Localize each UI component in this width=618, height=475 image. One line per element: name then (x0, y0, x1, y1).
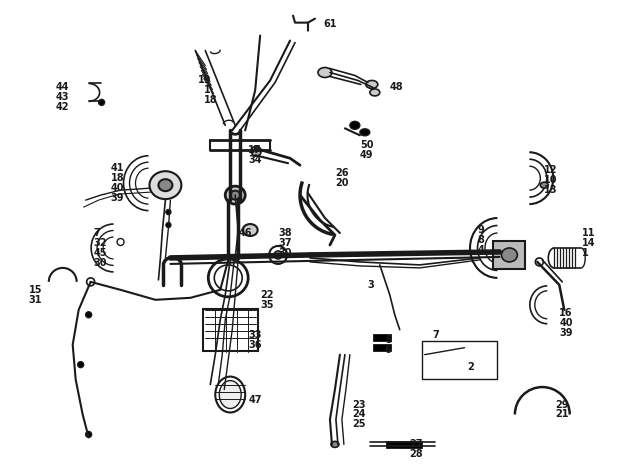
Ellipse shape (370, 89, 380, 96)
Ellipse shape (274, 251, 282, 259)
Text: 22: 22 (260, 290, 274, 300)
Bar (373, 334, 391, 341)
Ellipse shape (231, 190, 240, 200)
Text: 38: 38 (278, 228, 292, 238)
Ellipse shape (243, 224, 258, 236)
Ellipse shape (360, 129, 370, 136)
Text: 10: 10 (544, 175, 558, 185)
Text: 3: 3 (368, 280, 375, 290)
Text: 6: 6 (385, 345, 392, 355)
Bar (422, 341, 497, 379)
Text: 15: 15 (29, 285, 42, 295)
Text: 47: 47 (248, 395, 261, 405)
Ellipse shape (225, 186, 245, 204)
Text: 11: 11 (582, 228, 596, 238)
Text: 7: 7 (433, 330, 439, 340)
Text: 18: 18 (205, 95, 218, 105)
Text: 1: 1 (582, 248, 589, 258)
Text: 50: 50 (360, 140, 373, 150)
Text: 39: 39 (111, 193, 124, 203)
Text: 45: 45 (94, 248, 107, 258)
Ellipse shape (150, 171, 181, 199)
Ellipse shape (251, 146, 261, 156)
Ellipse shape (87, 278, 95, 286)
Ellipse shape (535, 258, 543, 266)
Text: 21: 21 (556, 409, 569, 419)
Text: 19: 19 (198, 76, 212, 86)
Text: 4: 4 (478, 245, 485, 255)
Text: 48: 48 (390, 83, 404, 93)
Bar (386, 441, 404, 448)
Text: 5: 5 (385, 335, 392, 345)
Text: 14: 14 (582, 238, 596, 248)
Text: 12: 12 (544, 165, 558, 175)
Ellipse shape (78, 361, 83, 368)
Text: 18: 18 (111, 173, 124, 183)
Ellipse shape (331, 441, 339, 447)
Text: 9: 9 (478, 225, 485, 235)
Text: 7: 7 (94, 228, 100, 238)
Text: 26: 26 (335, 168, 349, 178)
Ellipse shape (86, 431, 91, 437)
Text: 46: 46 (238, 228, 252, 238)
Text: 43: 43 (56, 93, 69, 103)
Ellipse shape (99, 99, 104, 105)
Text: 39: 39 (559, 328, 573, 338)
Ellipse shape (117, 238, 124, 246)
Text: 32: 32 (94, 238, 107, 248)
Text: 25: 25 (352, 419, 365, 429)
Text: 30: 30 (278, 248, 292, 258)
Ellipse shape (501, 248, 517, 262)
Text: 36: 36 (248, 340, 261, 350)
Text: 8: 8 (478, 235, 485, 245)
Text: 40: 40 (559, 318, 573, 328)
Text: 44: 44 (56, 83, 69, 93)
Ellipse shape (366, 80, 378, 88)
Text: 35: 35 (260, 300, 274, 310)
Text: 13: 13 (544, 185, 558, 195)
Bar (373, 344, 391, 351)
Text: 23: 23 (352, 399, 365, 409)
Text: 28: 28 (410, 449, 423, 459)
Ellipse shape (215, 377, 245, 412)
Text: 37: 37 (278, 238, 292, 248)
Text: 29: 29 (556, 399, 569, 409)
Ellipse shape (158, 179, 172, 191)
Ellipse shape (318, 67, 332, 77)
Text: 40: 40 (111, 183, 124, 193)
Text: 24: 24 (352, 409, 365, 419)
Text: 33: 33 (248, 330, 261, 340)
Ellipse shape (166, 223, 171, 228)
Bar (203, 309, 258, 351)
Text: 2: 2 (468, 361, 474, 371)
Text: 16: 16 (559, 308, 573, 318)
Ellipse shape (269, 246, 287, 264)
Text: 61: 61 (323, 19, 336, 28)
Text: 27: 27 (410, 439, 423, 449)
Ellipse shape (219, 380, 241, 408)
Text: 30: 30 (94, 258, 107, 268)
Text: 31: 31 (29, 295, 42, 305)
Ellipse shape (350, 121, 360, 129)
Text: 20: 20 (335, 178, 349, 188)
Bar (404, 441, 421, 448)
Text: 34: 34 (248, 155, 261, 165)
Ellipse shape (166, 209, 171, 215)
Text: 17: 17 (248, 145, 261, 155)
Bar (493, 241, 525, 269)
Text: 1: 1 (205, 86, 211, 95)
Text: 42: 42 (56, 103, 69, 113)
Text: 41: 41 (111, 163, 124, 173)
Text: 49: 49 (360, 150, 373, 160)
Ellipse shape (540, 182, 548, 188)
Ellipse shape (86, 312, 91, 318)
